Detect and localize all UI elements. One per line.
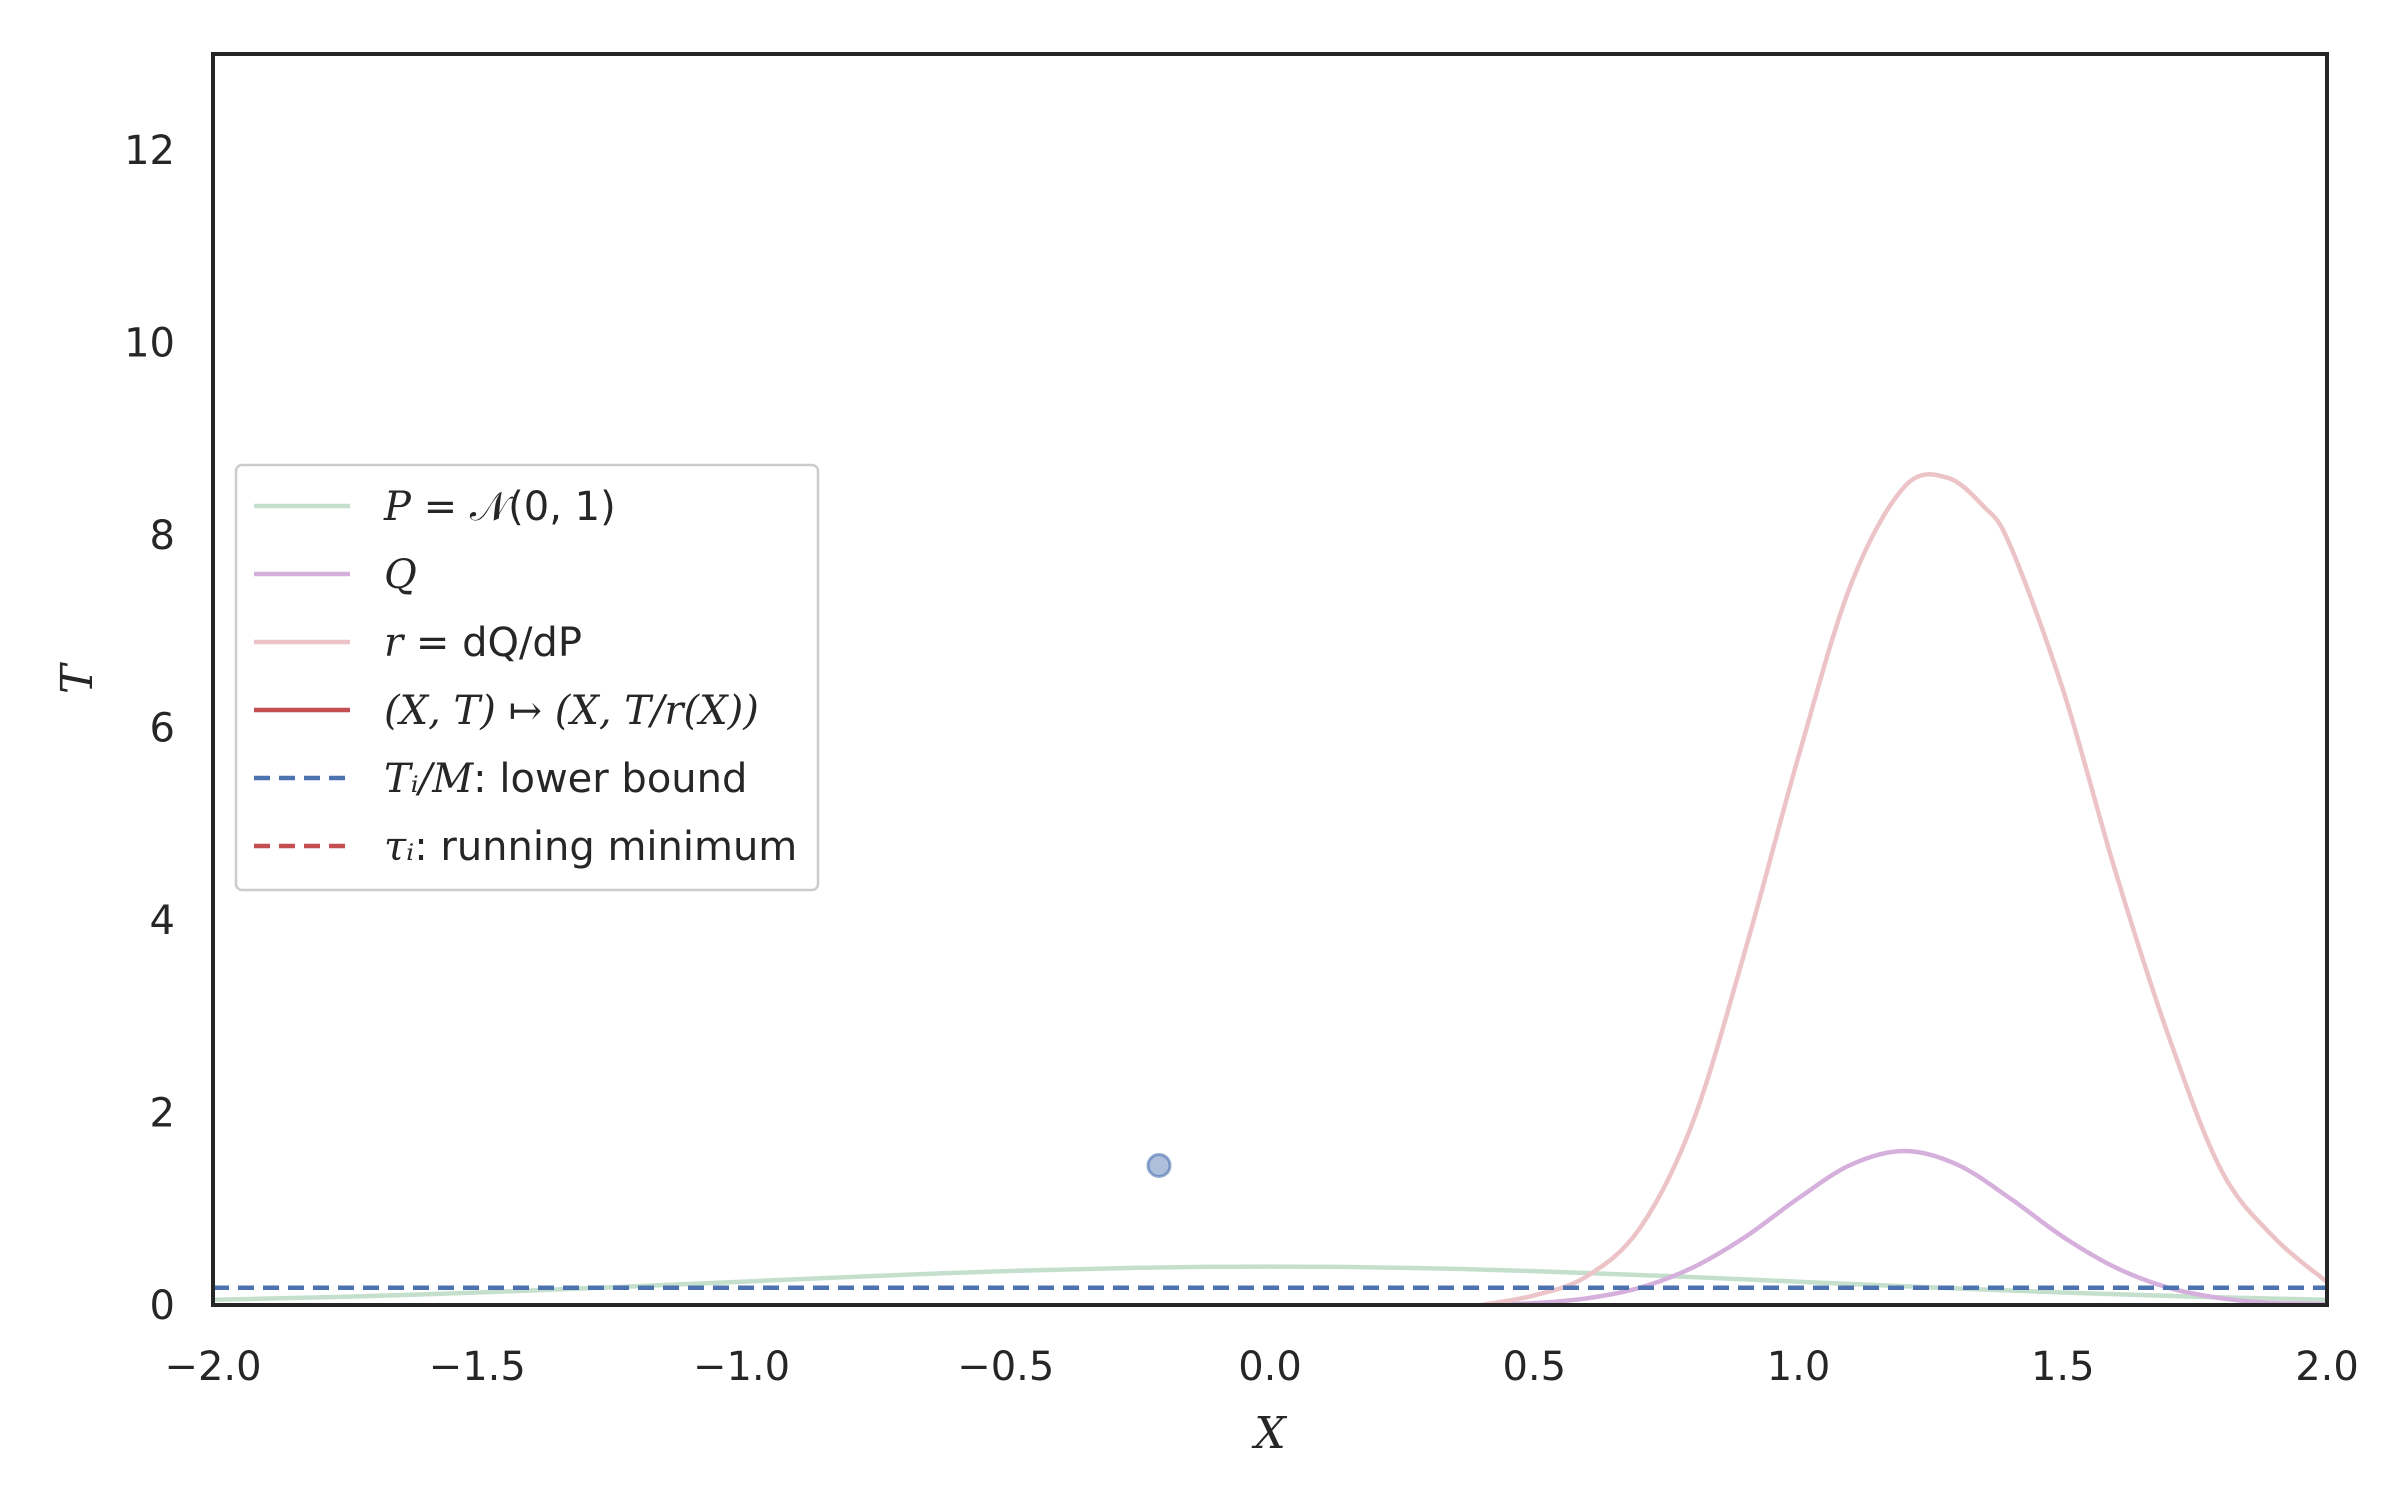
y-tick-label: 10 bbox=[124, 321, 175, 367]
series-line-0 bbox=[213, 1264, 2327, 1303]
point-layer bbox=[1146, 1152, 1172, 1178]
legend-label-5: τᵢ: running minimum bbox=[384, 824, 797, 870]
x-axis-label: X bbox=[1251, 1408, 1287, 1459]
x-tick-label: −1.5 bbox=[429, 1344, 526, 1390]
x-tick-label: 2.0 bbox=[2295, 1344, 2359, 1390]
y-tick-label: 12 bbox=[124, 128, 175, 174]
x-tick-label: −2.0 bbox=[164, 1344, 261, 1390]
legend-label-2: r = dQ/dP bbox=[384, 620, 582, 666]
y-tick-label: 6 bbox=[150, 706, 175, 752]
x-tick-label: −1.0 bbox=[693, 1344, 790, 1390]
y-tick-label: 4 bbox=[150, 898, 175, 944]
legend-box bbox=[234, 463, 820, 892]
legend-label-1: Q bbox=[384, 552, 417, 598]
plot-frame bbox=[211, 52, 2329, 1307]
y-tick-label: 2 bbox=[150, 1091, 175, 1137]
series-line-2 bbox=[1480, 472, 2327, 1305]
series-line-1 bbox=[1481, 1148, 2327, 1305]
y-axis-ticks: 0 2 4 6 8 10 12 bbox=[124, 128, 175, 1329]
x-tick-label: −0.5 bbox=[957, 1344, 1054, 1390]
legend-label-0: P = 𝒩(0, 1) bbox=[383, 484, 616, 530]
legend-label-3: (X, T) ↦ (X, T/r(X)) bbox=[384, 688, 759, 734]
legend: P = 𝒩(0, 1) Qr = dQ/dP (X, T) ↦ (X, T/r(X)… bbox=[234, 463, 820, 892]
y-tick-label: 8 bbox=[150, 513, 175, 559]
series-layer bbox=[213, 472, 2327, 1305]
x-axis-ticks: −2.0 −1.5 −1.0 −0.5 0.0 0.5 1.0 1.5 2.0 bbox=[164, 1344, 2358, 1390]
data-point-0 bbox=[1146, 1152, 1172, 1178]
x-tick-label: 1.5 bbox=[2031, 1344, 2095, 1390]
y-axis-label: T bbox=[52, 661, 103, 694]
x-tick-label: 0.5 bbox=[1502, 1344, 1566, 1390]
x-tick-label: 0.0 bbox=[1238, 1344, 1302, 1390]
legend-label-4: Tᵢ/M: lower bound bbox=[384, 756, 747, 802]
y-tick-label: 0 bbox=[150, 1283, 175, 1329]
x-tick-label: 1.0 bbox=[1767, 1344, 1831, 1390]
